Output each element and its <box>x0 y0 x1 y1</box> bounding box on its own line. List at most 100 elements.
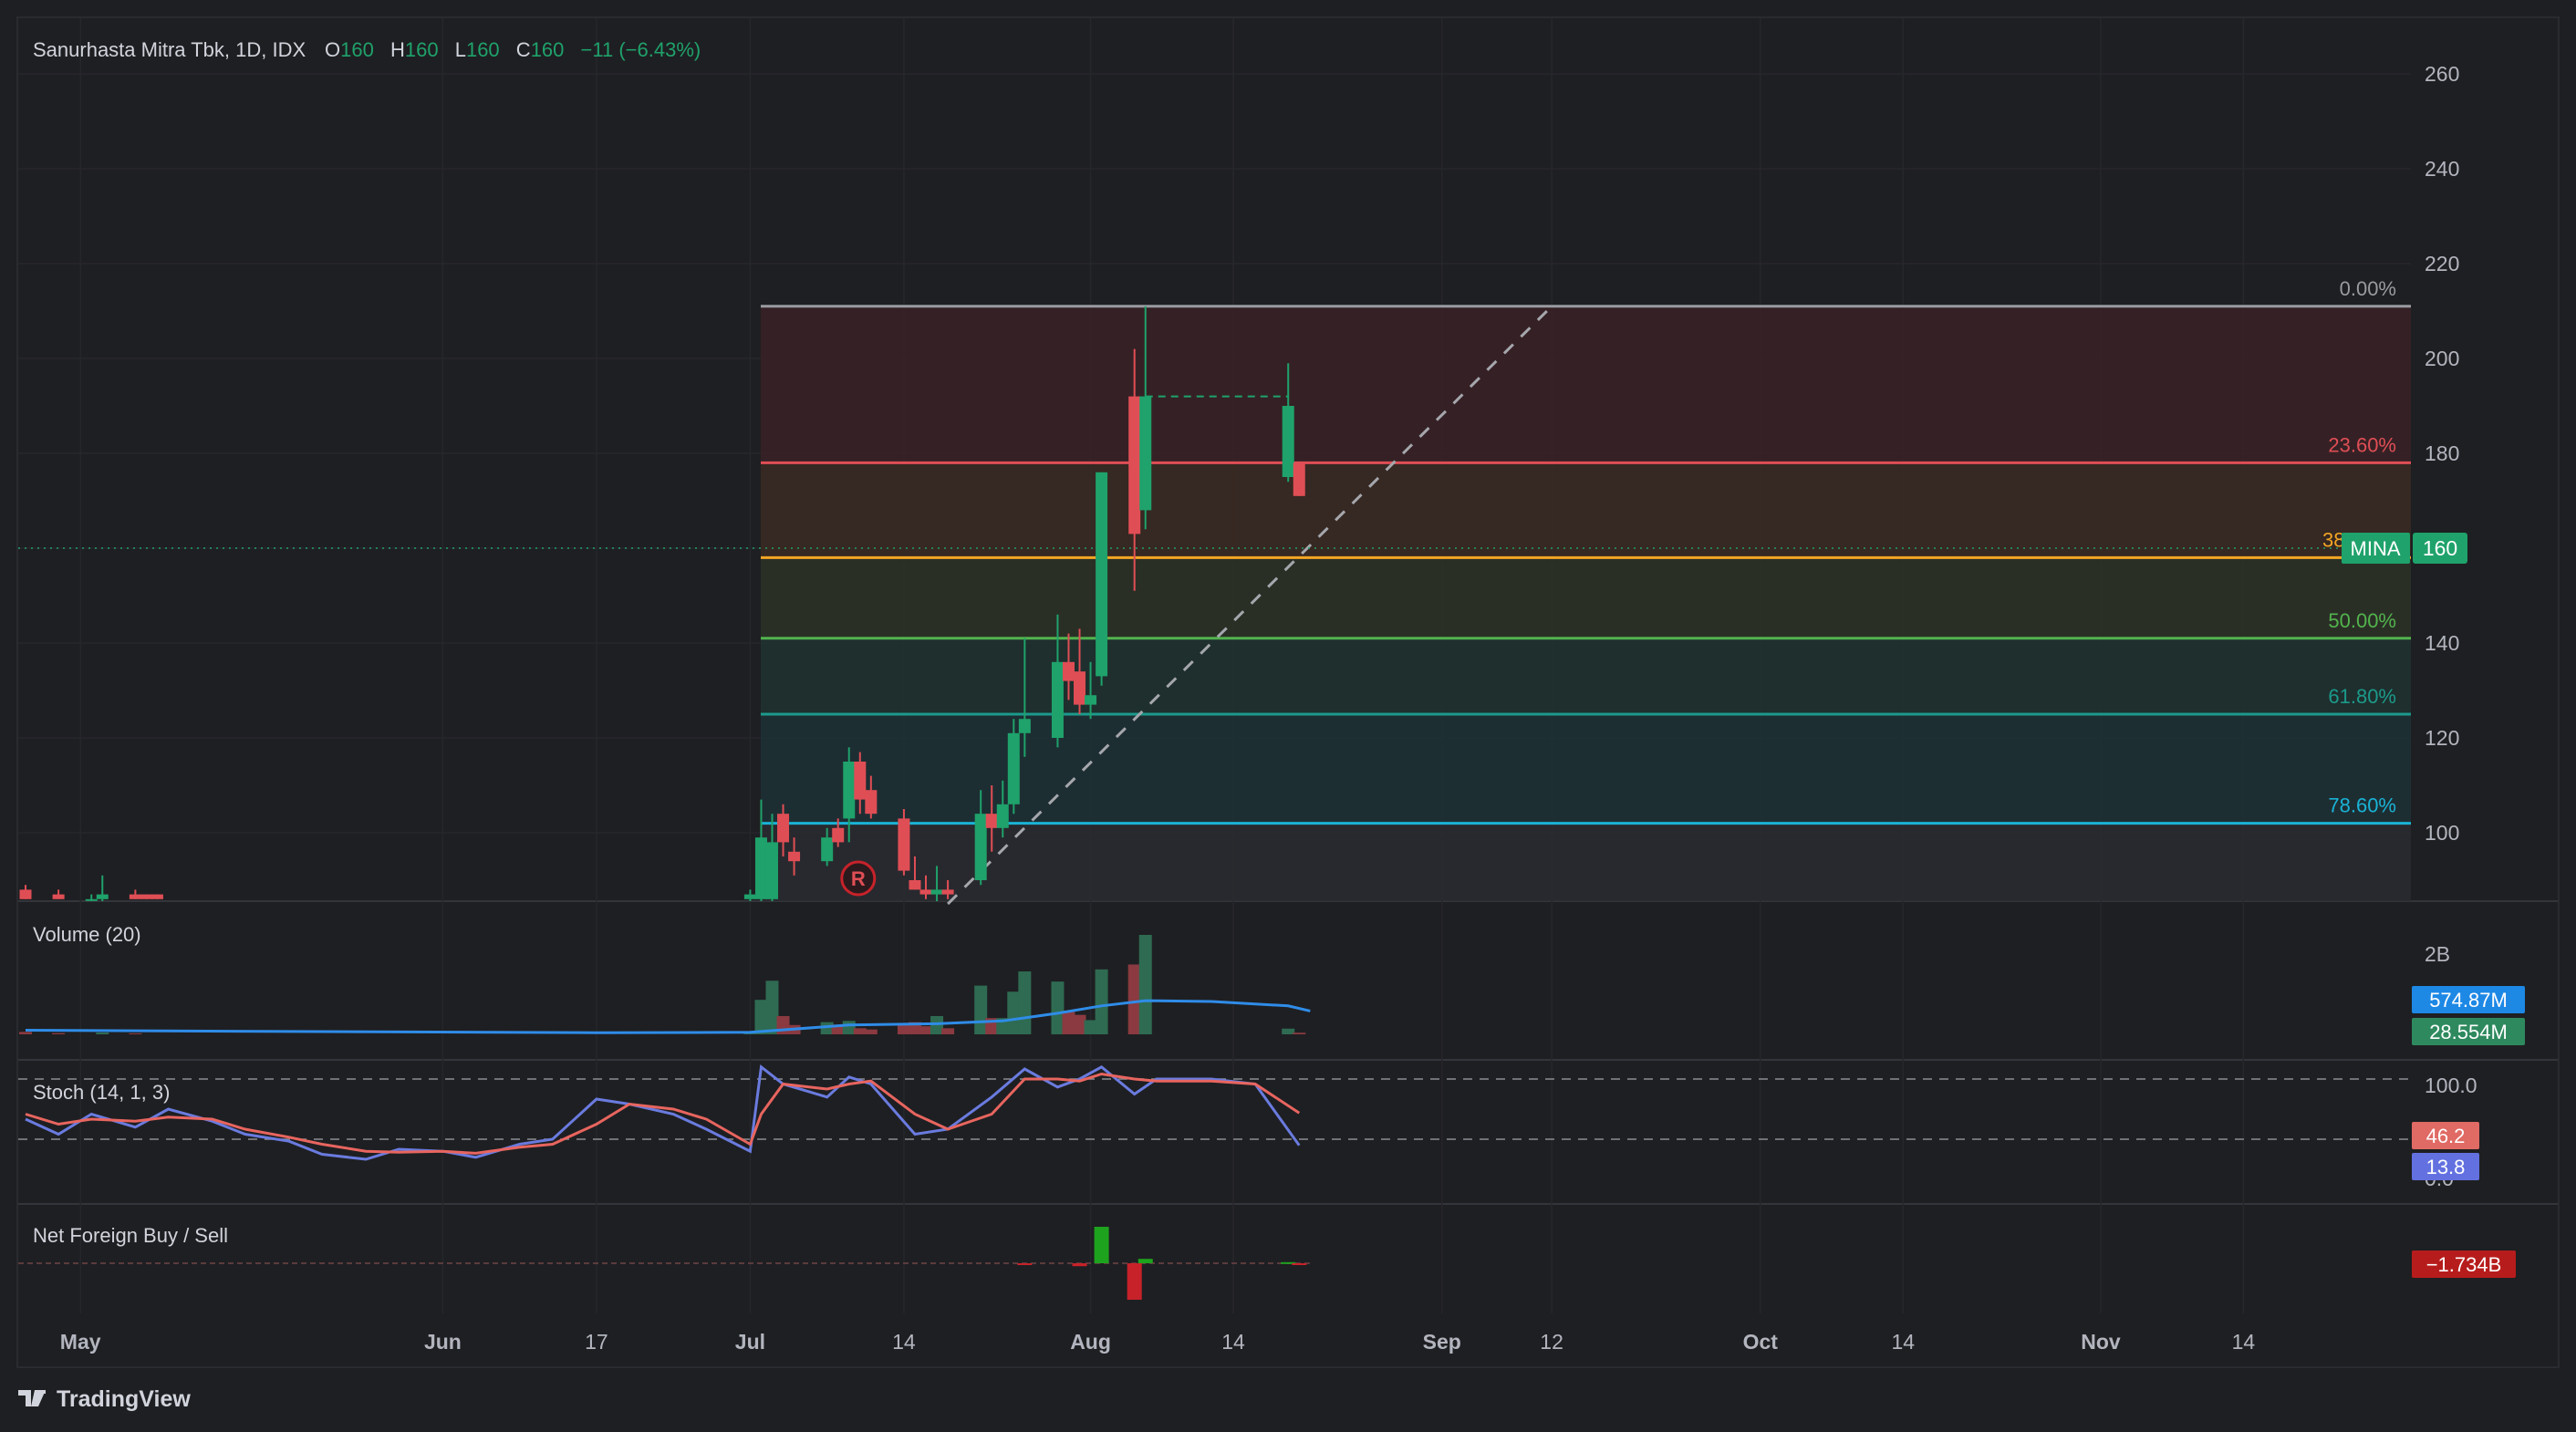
candle-body <box>854 762 867 800</box>
volume-bar <box>1282 1028 1295 1034</box>
volume-bar <box>919 1026 933 1034</box>
candle <box>1007 719 1020 815</box>
candle-body <box>821 837 834 862</box>
y-axis-tick-label: 200 <box>2425 347 2459 370</box>
candle <box>974 790 987 886</box>
fib-level-label: 0.00% <box>2340 277 2396 300</box>
candle-body <box>1062 661 1075 681</box>
net-foreign-bar <box>1094 1227 1109 1263</box>
x-axis-tick-label: 14 <box>2232 1330 2256 1354</box>
volume-bar <box>19 1032 32 1034</box>
fib-zone <box>761 638 2411 714</box>
chart-title: Sanurhasta Mitra Tbk, 1D, IDX <box>33 38 306 61</box>
volume-bar <box>1138 934 1152 1034</box>
net-foreign-bar <box>1281 1261 1296 1264</box>
x-axis-tick-label: Oct <box>1743 1330 1779 1354</box>
volume-ma-line <box>25 999 1311 1034</box>
stoch-k-line <box>25 1064 1301 1161</box>
x-axis-tick-label: 12 <box>1540 1330 1563 1354</box>
stoch-k-badge: 13.8 <box>2426 1156 2466 1178</box>
candle-body <box>941 889 954 895</box>
candle-body <box>743 894 756 899</box>
volume-bar <box>1018 971 1032 1034</box>
stoch-d-line <box>25 1072 1301 1155</box>
volume-bar <box>52 1032 66 1034</box>
y-axis-tick-label: 180 <box>2425 441 2459 465</box>
volume-bar <box>1084 1020 1097 1034</box>
volume-bar <box>1062 1012 1075 1034</box>
volume-bar <box>129 1032 142 1034</box>
volume-bar <box>842 1021 856 1034</box>
y-axis-tick-label: 140 <box>2425 631 2459 655</box>
x-axis-tick-label: Aug <box>1070 1330 1111 1354</box>
candle <box>1062 633 1075 700</box>
volume-ma-badge-bg <box>2412 986 2525 1013</box>
fib-level-label: 23.60% <box>2328 433 2396 456</box>
candle-body <box>832 827 845 843</box>
x-axis-tick-label: 14 <box>1221 1330 1245 1354</box>
candle <box>854 752 867 815</box>
stoch-k-badge-bg <box>2412 1153 2479 1180</box>
net-foreign-badge-bg <box>2412 1250 2516 1278</box>
candle <box>865 775 878 819</box>
y-axis-tick-label: 100 <box>2425 821 2459 845</box>
fib-zone <box>761 462 2411 558</box>
high-label: H <box>390 38 405 61</box>
candle-body <box>930 889 943 895</box>
y-axis-tick-label: 260 <box>2425 62 2459 86</box>
candle-body <box>96 894 109 899</box>
low-label: L <box>455 38 466 61</box>
volume-bar <box>1293 1032 1306 1034</box>
candle-body <box>1085 695 1097 705</box>
candle <box>898 809 910 876</box>
x-axis-tick-label: 17 <box>585 1330 608 1354</box>
candle <box>821 827 834 866</box>
candle-body <box>52 894 65 899</box>
candle <box>1293 462 1305 496</box>
candle <box>1139 306 1152 530</box>
candle <box>129 889 141 899</box>
candle <box>1096 472 1108 686</box>
candle <box>765 814 778 901</box>
candle <box>754 799 767 901</box>
candle-body <box>909 880 921 890</box>
volume-bar <box>1007 991 1021 1034</box>
price-badge-bg <box>2413 533 2467 564</box>
foreign-pane-title: Net Foreign Buy / Sell <box>33 1224 228 1247</box>
x-axis-tick-label: Jun <box>424 1330 462 1354</box>
candle <box>52 889 65 899</box>
low-value: 160 <box>466 38 500 61</box>
tradingview-logo[interactable]: TradingView <box>18 1386 191 1412</box>
candle-body <box>898 818 910 871</box>
candle-body <box>1018 719 1031 733</box>
fib-zone <box>761 823 2411 901</box>
volume-bar <box>864 1029 878 1034</box>
ohlc-readout: O160 H160 L160 C160 −11 (−6.43%) <box>325 38 701 61</box>
candle-body <box>151 894 163 899</box>
symbol-badge-bg <box>2342 533 2410 564</box>
event-marker-label: R <box>851 867 866 890</box>
candle-body <box>1074 671 1086 705</box>
open-label: O <box>325 38 340 61</box>
close-value: 160 <box>531 38 565 61</box>
candle-body <box>140 894 152 899</box>
candle <box>788 837 801 876</box>
candle <box>1018 638 1031 757</box>
close-label: C <box>516 38 531 61</box>
volume-ma-badge: 574.87M <box>2429 989 2508 1012</box>
volume-bar <box>897 1022 910 1034</box>
volume-bar <box>831 1024 845 1034</box>
y-axis-tick-label: 120 <box>2425 726 2459 750</box>
candle-body <box>843 762 856 819</box>
volume-bar <box>974 985 988 1034</box>
candle <box>996 780 1009 838</box>
candle-body <box>754 837 767 899</box>
high-value: 160 <box>405 38 439 61</box>
candle-body <box>996 804 1009 828</box>
tradingview-brand: TradingView <box>57 1386 191 1412</box>
fib-level-label: 61.80% <box>2328 685 2396 708</box>
open-value: 160 <box>340 38 374 61</box>
event-marker-circle <box>840 860 877 897</box>
candle <box>985 785 998 852</box>
